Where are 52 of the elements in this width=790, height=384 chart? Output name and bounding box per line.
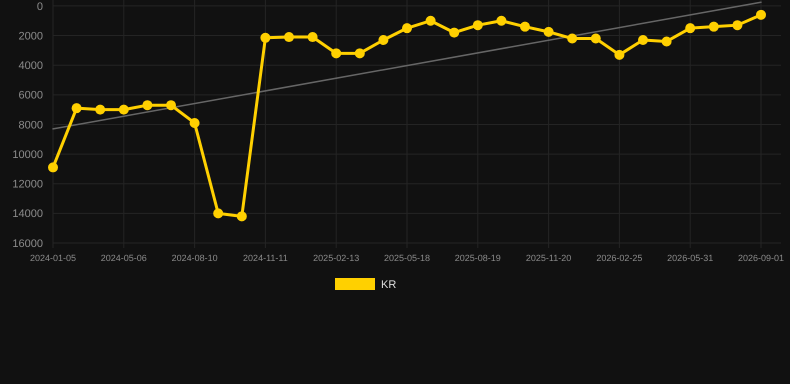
x-tick-label: 2024-11-11 — [243, 253, 288, 263]
point — [190, 118, 200, 128]
point — [354, 48, 365, 58]
point — [48, 162, 58, 172]
point — [544, 26, 554, 37]
y-tick-label: 4000 — [18, 60, 43, 72]
point — [590, 34, 601, 44]
point — [142, 100, 152, 110]
y-tick-label: 16000 — [12, 238, 43, 250]
x-tick-label: 2024-08-10 — [172, 253, 218, 263]
point — [685, 23, 696, 34]
point — [118, 104, 129, 115]
point — [756, 10, 766, 20]
x-tick-label: 2025-02-13 — [313, 253, 360, 263]
point — [662, 36, 672, 46]
point — [72, 103, 82, 114]
point — [567, 34, 578, 44]
point — [496, 16, 506, 26]
point — [708, 22, 719, 32]
x-tick-label: 2026-09-01 — [738, 253, 784, 263]
point — [95, 104, 106, 115]
point — [284, 32, 294, 42]
x-tick-label: 2026-05-31 — [667, 253, 714, 263]
y-tick-label: 8000 — [18, 119, 43, 132]
point — [614, 50, 624, 60]
point — [308, 32, 318, 42]
point — [732, 20, 742, 30]
y-tick-label: 10000 — [12, 148, 43, 161]
x-tick-label: 2025-11-20 — [526, 253, 572, 263]
point — [213, 208, 224, 218]
point — [260, 32, 270, 43]
x-tick-label: 2024-05-06 — [100, 253, 147, 263]
y-tick-label: 0 — [36, 0, 43, 13]
point — [331, 48, 342, 58]
x-tick-label: 2025-05-18 — [384, 253, 430, 263]
x-tick-label: 2026-02-25 — [596, 253, 642, 263]
y-tick-label: 14000 — [12, 208, 43, 220]
point — [236, 211, 247, 222]
point — [166, 100, 176, 110]
point — [449, 28, 460, 38]
point — [378, 35, 388, 46]
y-tick-label: 12000 — [12, 178, 43, 191]
point — [520, 22, 530, 32]
x-tick-label: 2025-08-19 — [454, 253, 501, 263]
x-tick-label: 2024-01-05 — [30, 253, 76, 263]
legend-label: KR — [381, 278, 396, 291]
point — [472, 20, 483, 30]
y-tick-label: 6000 — [18, 90, 43, 102]
point — [426, 16, 436, 26]
point — [638, 35, 648, 46]
point — [402, 23, 412, 34]
y-tick-label: 2000 — [18, 30, 43, 42]
